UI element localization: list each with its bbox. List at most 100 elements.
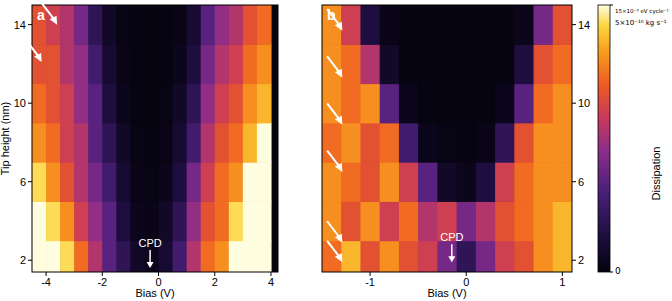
y-tick-label: 10 [14,97,26,109]
cell [514,241,534,272]
cell [173,162,188,202]
frame [322,5,572,272]
cell [495,162,515,202]
cell [144,44,159,84]
cell [457,123,477,163]
cell [437,241,457,272]
cell [173,241,188,272]
cell [116,5,131,45]
x-tick-label: 4 [268,276,274,288]
cell [534,123,554,163]
cell [60,84,75,124]
x-tick-label: 2 [212,276,218,288]
cell [74,162,89,202]
cell [173,44,188,84]
cell [341,162,361,202]
cell [74,201,89,241]
cell [553,44,572,84]
cell [418,123,438,163]
cell [32,241,47,272]
panel-label: a [37,7,45,23]
cell [74,123,89,163]
cell [116,162,131,202]
cell [257,241,272,272]
cell [257,123,272,163]
cell [243,44,258,84]
cell [457,84,477,124]
y-axis-label: Tip height (nm) [0,102,11,176]
cell [46,162,61,202]
pointer-arrowhead [335,234,343,243]
cell [229,241,244,272]
cell [495,84,515,124]
cell [418,5,438,45]
cell [457,5,477,45]
cell [116,84,131,124]
cell [88,162,103,202]
y-tick-label: 2 [578,254,584,266]
heatmap [32,5,278,272]
cell [201,162,216,202]
cell [243,123,258,163]
cell [418,44,438,84]
cell [534,84,554,124]
colorbar [598,5,610,272]
colorbar-tick-label: 0 [615,266,621,276]
cell [130,5,145,45]
cell [380,162,400,202]
cell [322,44,342,84]
cell [553,123,572,163]
cell [360,162,380,202]
cell [215,84,230,124]
plot-bg [32,5,278,272]
cell [102,123,117,163]
cell [74,84,89,124]
cell [243,162,258,202]
cell [144,84,159,124]
cell [32,162,47,202]
cell [88,5,103,45]
cell [88,201,103,241]
y-tick-label: 2 [20,254,26,266]
cell [46,44,61,84]
cell [173,123,188,163]
cell [380,123,400,163]
cell [322,162,342,202]
annotation-arrowhead [448,256,455,262]
cell [229,44,244,84]
cell [380,5,400,45]
cell [102,241,117,272]
cell [399,123,419,163]
cell [399,241,419,272]
cell [60,44,75,84]
cell [553,84,572,124]
cell [32,5,47,45]
plot-bg [322,5,572,272]
cell [130,162,145,202]
cell [514,162,534,202]
cell [144,201,159,241]
cell [514,201,534,241]
cell [495,5,515,45]
cell [88,241,103,272]
cell [418,84,438,124]
cell [553,162,572,202]
cell [215,44,230,84]
cell [399,162,419,202]
y-tick [572,103,576,104]
cell [534,162,554,202]
cell [457,241,477,272]
cell [437,162,457,202]
cell [144,5,159,45]
y-tick-label: 6 [578,176,584,188]
pointer-arrowhead [335,253,343,262]
cell [130,84,145,124]
cell [514,44,534,84]
cell [476,162,496,202]
cell [360,241,380,272]
cell [360,44,380,84]
cell [514,123,534,163]
cell [476,84,496,124]
cell [201,5,216,45]
y-tick [572,260,576,261]
